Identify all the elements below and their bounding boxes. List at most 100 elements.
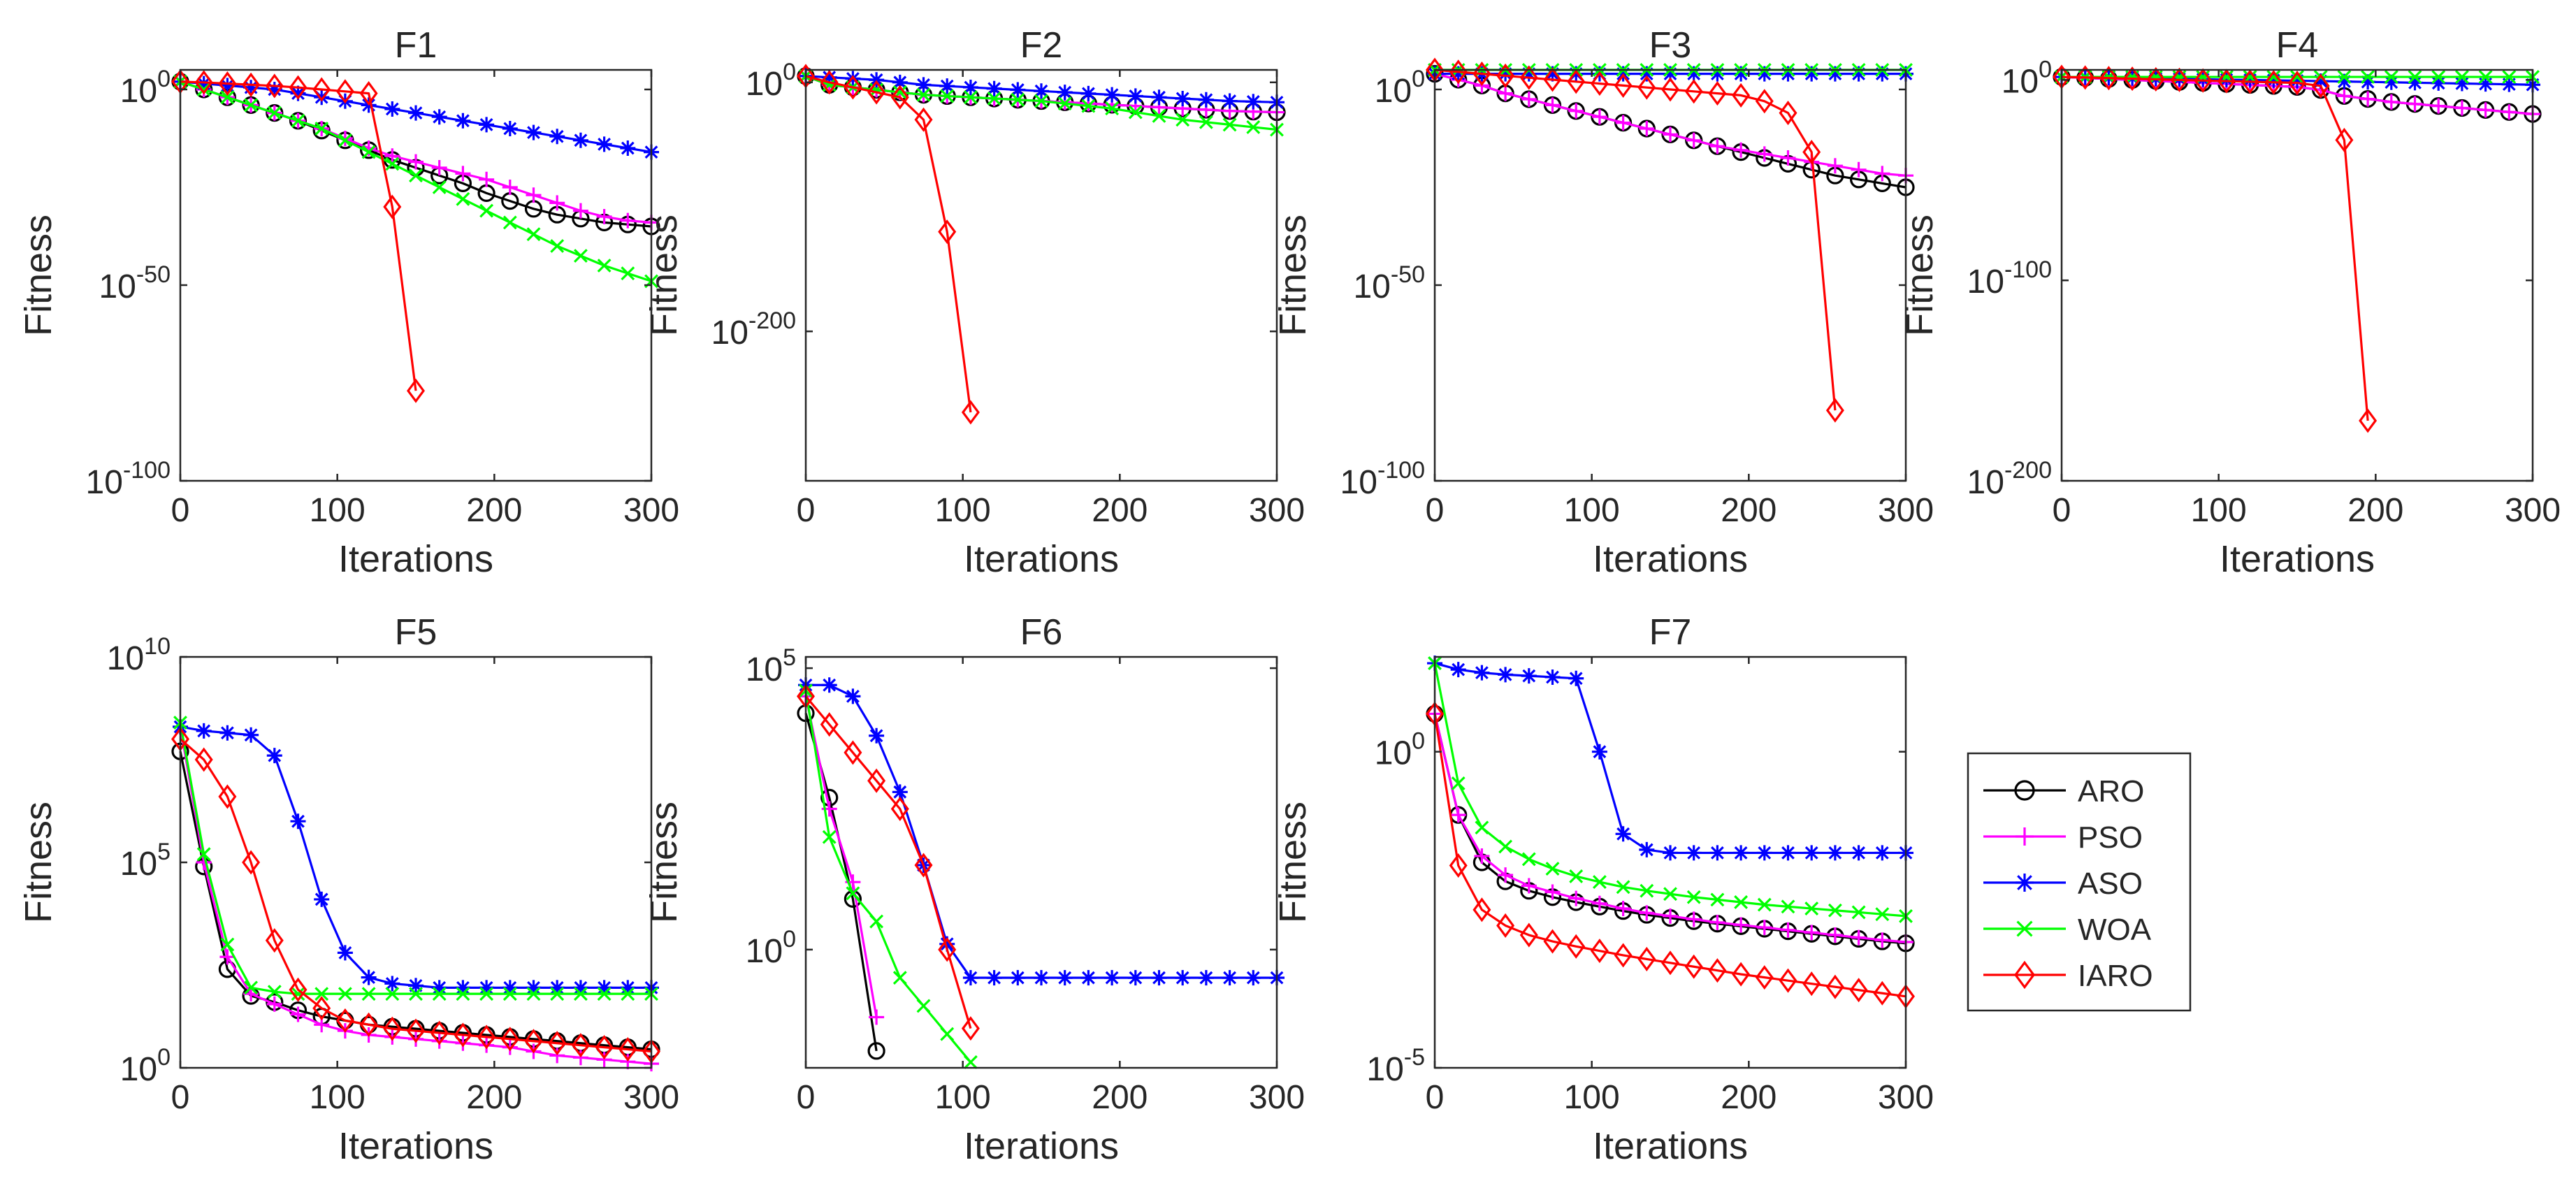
point-pso-18 xyxy=(596,1052,612,1068)
panel-f4: 0 100 200 300 100 10-100 10-200 F4 Iterations Fit… xyxy=(1899,25,2561,580)
x-tick-label: 200 xyxy=(1721,1079,1777,1116)
point-woa-4 xyxy=(892,971,907,985)
point-aso-19 xyxy=(620,140,636,156)
point-aso-9 xyxy=(384,101,400,117)
point-woa-17 xyxy=(573,987,588,1001)
point-pso-18 xyxy=(1851,161,1867,178)
point-iaro-11 xyxy=(430,1020,449,1045)
point-aso-11 xyxy=(1057,85,1073,101)
point-woa-12 xyxy=(456,987,470,1001)
point-aso-10 xyxy=(1034,83,1049,99)
x-tick-label: 300 xyxy=(1878,1079,1934,1116)
point-aso-5 xyxy=(290,813,306,830)
point-pso-5 xyxy=(1544,884,1561,900)
y-tick-label: 105 xyxy=(120,839,171,883)
point-aso-17 xyxy=(572,980,588,996)
point-woa-6 xyxy=(314,987,329,1001)
point-iaro-3 xyxy=(867,768,886,793)
point-iaro-7 xyxy=(2217,68,2236,94)
y-tick-label: 100 xyxy=(746,926,796,970)
y-tick-label: 10-200 xyxy=(1967,457,2052,501)
point-iaro-4 xyxy=(890,796,909,822)
point-woa-12 xyxy=(456,191,470,206)
point-iaro-9 xyxy=(383,194,402,219)
point-woa-13 xyxy=(1105,101,1120,116)
point-aso-15 xyxy=(526,124,542,140)
point-aso-13 xyxy=(1104,970,1120,986)
point-iaro-3 xyxy=(2123,66,2142,92)
point-aso-9 xyxy=(1639,841,1655,857)
x-tick-label: 200 xyxy=(1721,492,1777,529)
point-aso-8 xyxy=(986,80,1002,96)
point-woa-2 xyxy=(220,937,235,952)
point-pso-8 xyxy=(1615,115,1631,131)
point-aso-18 xyxy=(1851,66,1867,82)
y-axis-label: Fitness xyxy=(1899,215,1941,336)
point-pso-4 xyxy=(1521,92,1537,107)
point-woa-13 xyxy=(479,987,494,1001)
point-aso-16 xyxy=(1804,845,1820,861)
point-pso-3 xyxy=(869,1009,885,1025)
y-axis-label: Fitness xyxy=(643,215,685,336)
chart-title: F6 xyxy=(1020,612,1063,653)
point-aso-17 xyxy=(1198,970,1214,986)
point-pso-12 xyxy=(1709,914,1725,930)
point-woa-15 xyxy=(526,987,541,1001)
point-pso-15 xyxy=(1780,150,1796,166)
point-woa-1 xyxy=(1451,776,1466,790)
axes-box xyxy=(179,68,653,482)
x-tick-label: 0 xyxy=(2053,492,2071,529)
point-woa-14 xyxy=(502,987,517,1001)
series-line-iaro xyxy=(1434,68,1837,411)
point-aso-18 xyxy=(2477,76,2494,92)
point-iaro-4 xyxy=(265,928,284,953)
point-iaro-14 xyxy=(1755,965,1774,990)
series-line-iaro xyxy=(2061,75,2369,421)
legend-marker-aro xyxy=(2014,780,2035,801)
point-iaro-1 xyxy=(194,70,213,95)
point-iaro-19 xyxy=(1873,980,1892,1006)
point-aso-4 xyxy=(1521,668,1537,684)
point-aso-6 xyxy=(1568,66,1584,82)
y-tick-label: 10-5 xyxy=(1366,1044,1425,1088)
point-woa-17 xyxy=(1828,903,1842,918)
point-iaro-6 xyxy=(2194,68,2213,93)
y-tick-label: 100 xyxy=(120,1044,171,1088)
point-aso-18 xyxy=(1222,93,1238,109)
point-aso-8 xyxy=(2242,72,2258,88)
x-tick-label: 0 xyxy=(171,1079,190,1116)
point-woa-6 xyxy=(940,1027,955,1041)
point-woa-8 xyxy=(361,987,376,1001)
point-iaro-6 xyxy=(1567,69,1586,94)
point-woa-8 xyxy=(1616,880,1630,895)
point-iaro-5 xyxy=(289,75,307,100)
point-woa-19 xyxy=(621,266,635,281)
point-aso-11 xyxy=(1686,845,1702,861)
point-iaro-8 xyxy=(359,1012,378,1037)
point-pso-12 xyxy=(1709,138,1725,154)
point-iaro-15 xyxy=(524,1029,543,1054)
point-woa-15 xyxy=(1152,108,1166,123)
point-aso-13 xyxy=(1104,87,1120,103)
point-iaro-10 xyxy=(1661,950,1679,976)
x-tick-label: 100 xyxy=(2191,492,2247,529)
point-iaro-6 xyxy=(938,937,957,962)
y-tick-label: 10-100 xyxy=(1340,457,1425,501)
point-pso-13 xyxy=(1733,142,1749,158)
point-aso-6 xyxy=(2195,71,2211,87)
point-pso-3 xyxy=(1498,867,1514,883)
point-pso-16 xyxy=(2431,98,2447,114)
point-pso-9 xyxy=(384,148,400,164)
point-pso-7 xyxy=(1591,109,1607,125)
point-woa-6 xyxy=(314,122,329,136)
panel-f7: 0 100 200 300 100 10-5 F7 Iterations Fitness xyxy=(1272,612,1934,1167)
x-tick-label: 200 xyxy=(466,1079,522,1116)
point-woa-16 xyxy=(1175,113,1190,127)
x-tick-label: 0 xyxy=(797,1079,816,1116)
point-iaro-1 xyxy=(1449,59,1468,85)
point-iaro-9 xyxy=(1637,946,1656,971)
point-iaro-5 xyxy=(2170,67,2189,92)
point-pso-19 xyxy=(620,212,636,229)
point-pso-4 xyxy=(1521,878,1537,894)
point-aso-5 xyxy=(1544,669,1561,685)
